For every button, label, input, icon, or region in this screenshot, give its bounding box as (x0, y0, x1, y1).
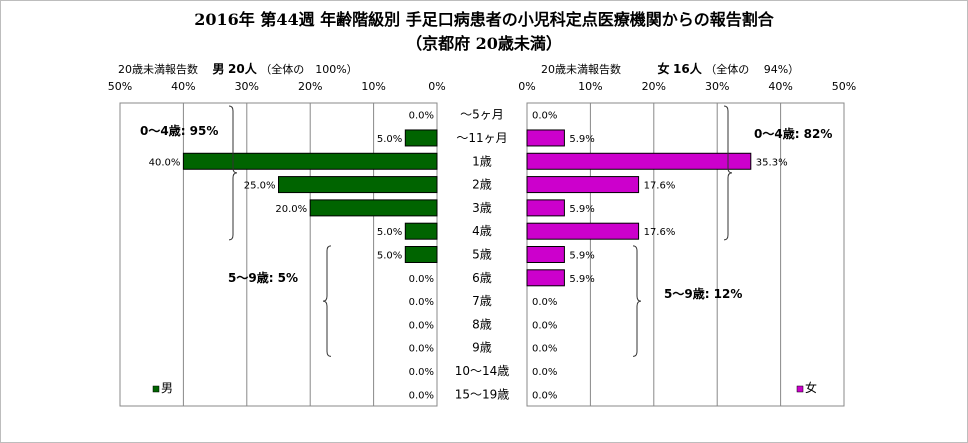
female-header-ratio: （全体の 94%） (705, 63, 800, 76)
male-value-label: 0.0% (409, 390, 434, 401)
male-bar (404, 246, 438, 263)
male-bar (309, 199, 438, 217)
male-value-label: 0.0% (409, 297, 434, 308)
category-label: 8歳 (472, 317, 492, 331)
male-legend-swatch (152, 385, 160, 393)
female-legend-swatch (796, 385, 804, 393)
male-axis-tick-label: 10% (361, 80, 385, 93)
female-bar (526, 222, 640, 240)
male-axis-tick-label: 20% (298, 80, 322, 93)
male-value-label: 25.0% (244, 181, 276, 192)
male-bar (404, 222, 438, 240)
male-value-label: 5.0% (377, 251, 402, 262)
female-value-label: 0.0% (532, 111, 557, 122)
male-axis-tick-label: 40% (171, 80, 195, 93)
male-value-label: 0.0% (409, 111, 434, 122)
male-value-label: 0.0% (409, 344, 434, 355)
male-header-count: 20人 (228, 62, 257, 76)
male-value-label: 5.0% (377, 227, 402, 238)
male-5-9-brace (322, 245, 332, 357)
male-header-prefix: 20歳未満報告数 (118, 63, 198, 76)
female-value-label: 0.0% (532, 320, 557, 331)
male-0-4-brace (228, 105, 238, 241)
female-bar (526, 176, 640, 194)
male-header: 20歳未満報告数 男 20人 （全体の 100%） (118, 60, 358, 77)
male-5-9-annotation: 5～9歳: 5% (228, 270, 298, 285)
female-axis-tick-label: 50% (832, 80, 856, 93)
category-label: 4歳 (472, 224, 492, 238)
female-value-label: 5.9% (569, 251, 594, 262)
female-value-label: 0.0% (532, 390, 557, 401)
chart-title: 2016年 第44週 年齢階級別 手足口病患者の小児科定点医療機関からの報告割合 (194, 10, 774, 29)
male-axis-tick-label: 0% (428, 80, 445, 93)
category-label: 5歳 (472, 248, 492, 262)
male-0-4-annotation: 0～4歳: 95% (140, 123, 218, 138)
female-header-prefix: 20歳未満報告数 (541, 63, 621, 76)
female-5-9-annotation: 5～9歳: 12% (664, 286, 742, 301)
category-label: ～11ヶ月 (456, 131, 507, 145)
female-axis-tick-label: 30% (705, 80, 729, 93)
male-value-label: 0.0% (409, 320, 434, 331)
female-bar (526, 269, 565, 287)
female-value-label: 17.6% (644, 181, 676, 192)
male-legend-label: 男 (161, 381, 173, 395)
female-value-label: 0.0% (532, 344, 557, 355)
female-value-label: 5.9% (569, 134, 594, 145)
female-bar (526, 152, 752, 170)
female-bar (526, 129, 565, 147)
category-label: 9歳 (472, 341, 492, 355)
category-label: 15～19歳 (455, 387, 510, 401)
female-header-count: 16人 (673, 62, 702, 76)
male-bar (278, 176, 438, 194)
female-header-sex: 女 (657, 62, 670, 76)
female-0-4-annotation: 0～4歳: 82% (754, 126, 832, 141)
female-axis-tick-label: 20% (642, 80, 666, 93)
male-value-label: 0.0% (409, 367, 434, 378)
category-label: 1歳 (472, 154, 492, 168)
male-header-sex: 男 (212, 62, 225, 76)
category-label: ～5ヶ月 (460, 108, 504, 122)
female-legend-label: 女 (805, 380, 817, 395)
female-value-label: 0.0% (532, 297, 557, 308)
female-bar (526, 246, 565, 263)
male-bar (182, 152, 438, 170)
female-0-4-brace (723, 105, 733, 241)
category-label: 6歳 (472, 271, 492, 285)
female-value-label: 5.9% (569, 204, 594, 215)
chart-subtitle: （京都府 20歳未満） (406, 34, 562, 53)
male-header-ratio: （全体の 100%） (260, 63, 358, 76)
category-label: 7歳 (472, 294, 492, 308)
male-bar (404, 129, 438, 147)
male-value-label: 20.0% (275, 204, 307, 215)
female-value-label: 17.6% (644, 227, 676, 238)
male-value-label: 5.0% (377, 134, 402, 145)
female-bar (526, 199, 565, 217)
female-5-9-brace (632, 245, 642, 357)
female-value-label: 35.3% (756, 157, 788, 168)
female-axis-tick-label: 40% (768, 80, 792, 93)
female-value-label: 0.0% (532, 367, 557, 378)
female-header: 20歳未満報告数 女 16人 （全体の 94%） (541, 60, 799, 77)
male-value-label: 0.0% (409, 274, 434, 285)
male-axis-tick-label: 30% (235, 80, 259, 93)
male-value-label: 40.0% (149, 157, 181, 168)
female-axis-tick-label: 10% (578, 80, 602, 93)
female-value-label: 5.9% (569, 274, 594, 285)
female-axis-tick-label: 0% (518, 80, 535, 93)
category-label: 3歳 (472, 201, 492, 215)
category-label: 10～14歳 (455, 364, 510, 378)
category-label: 2歳 (472, 178, 492, 192)
male-axis-tick-label: 50% (108, 80, 132, 93)
